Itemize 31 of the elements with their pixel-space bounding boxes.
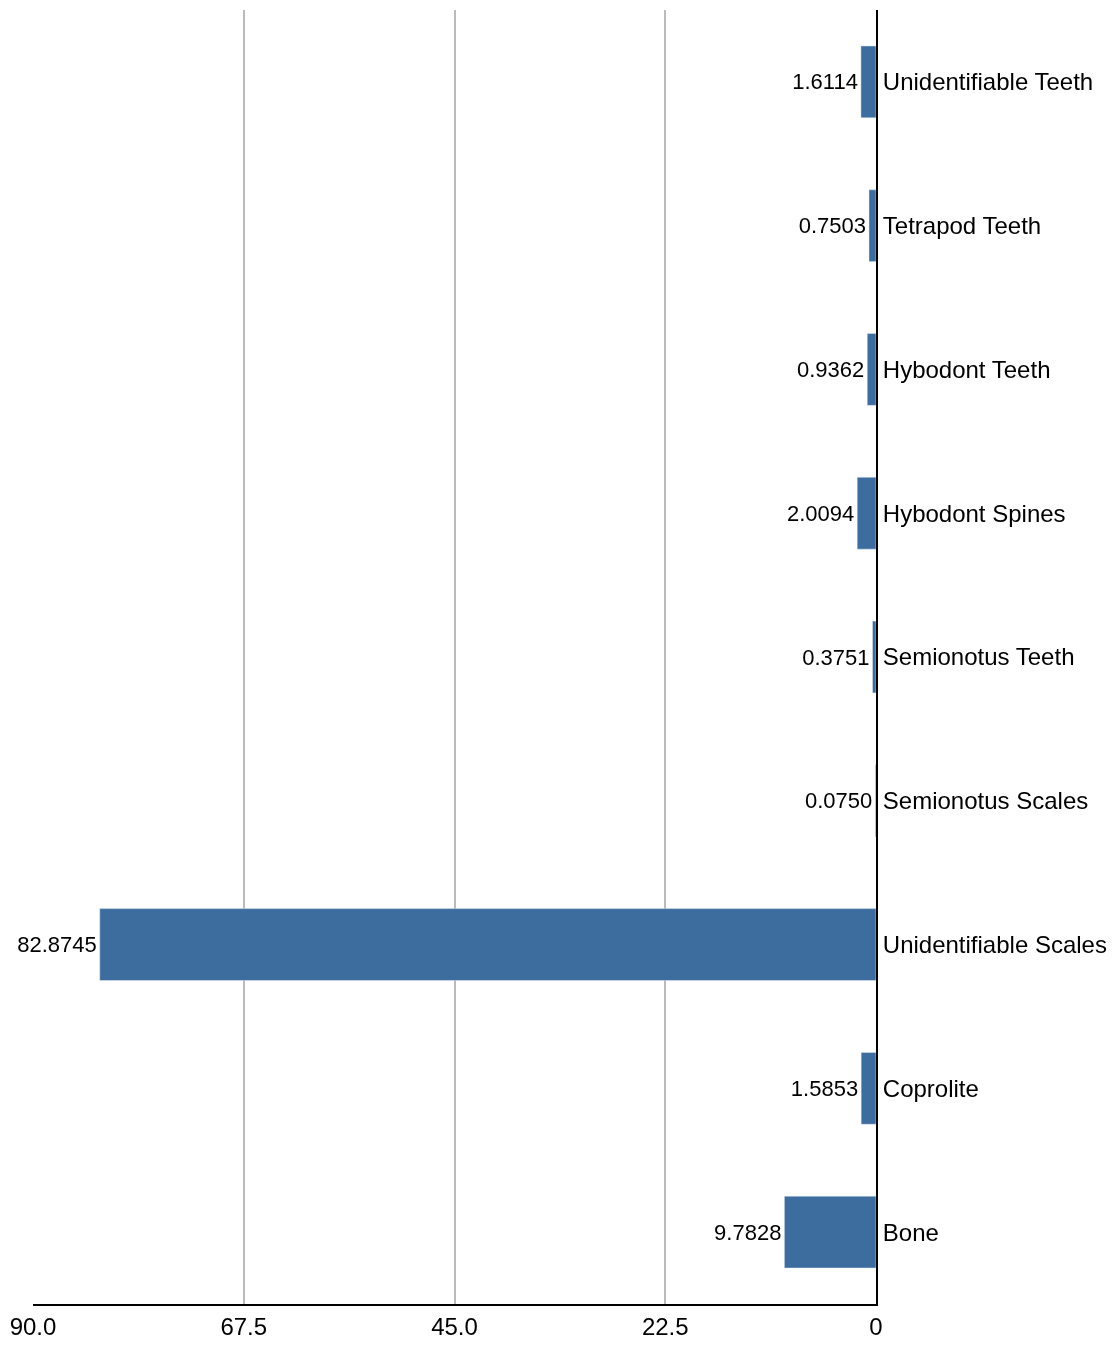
bar [860,45,876,119]
bar [868,189,876,262]
y-tick-label: Unidentifiable Scales [882,930,1107,958]
data-label: 0.7503 [798,213,866,239]
bar [872,620,876,694]
y-tick-label: Hybodont Spines [882,499,1066,527]
y-tick-label: Coprolite [882,1074,979,1102]
data-label: 1.5853 [790,1075,859,1101]
data-label: 1.6114 [792,69,858,95]
bar [860,1052,876,1125]
bar [856,477,876,550]
x-tick-label: 0 [869,1312,883,1340]
x-tick-label: 67.5 [220,1312,268,1340]
data-label: 0.9362 [796,356,865,382]
data-label: 0.0750 [805,788,873,814]
y-tick-label: Tetrapod Teeth [882,212,1042,240]
x-tick-label: 90.0 [9,1312,57,1340]
bar [99,908,876,981]
x-tick-label: 22.5 [641,1312,689,1340]
data-label: 0.3751 [802,644,870,670]
y-tick-label: Bone [882,1218,939,1246]
data-label: 2.0094 [786,500,855,526]
x-tick-label: 45.0 [431,1312,478,1340]
bar [866,333,876,406]
y-tick-label: Semionotus Teeth [882,643,1075,671]
data-label: 9.7828 [714,1219,782,1245]
y-tick-label: Semionotus Scales [882,787,1089,815]
y-tick-label: Unidentifiable Teeth [882,68,1094,96]
y-tick-label: Hybodont Teeth [882,355,1051,383]
bar [784,1195,876,1269]
data-label: 82.8745 [17,932,97,958]
